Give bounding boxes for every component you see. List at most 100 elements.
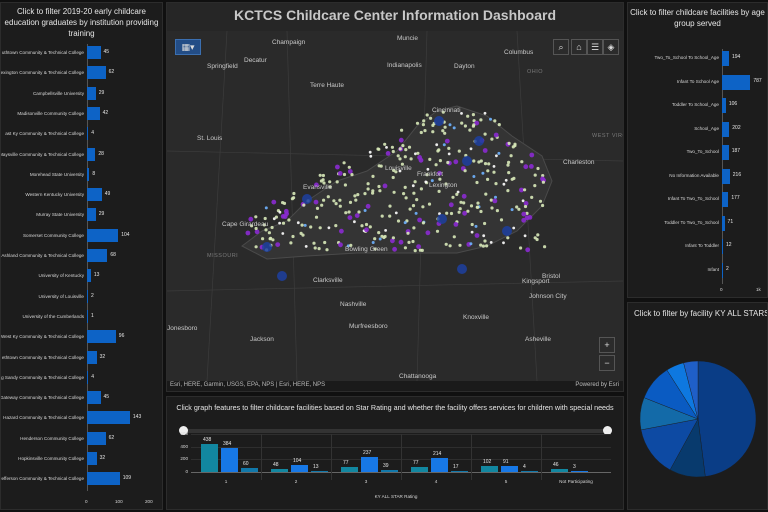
childcare-facility-point[interactable]: [339, 228, 344, 234]
childcare-facility-point[interactable]: [296, 221, 300, 225]
childcare-facility-point[interactable]: [502, 182, 506, 186]
childcare-facility-point[interactable]: [521, 199, 525, 203]
childcare-facility-point[interactable]: [347, 215, 353, 221]
childcare-facility-point[interactable]: [476, 205, 480, 209]
childcare-facility-point[interactable]: [428, 157, 432, 161]
childcare-facility-point[interactable]: [275, 242, 281, 248]
childcare-facility-point[interactable]: [463, 124, 467, 128]
institution-bar[interactable]: [87, 46, 101, 59]
range-slider-left-handle[interactable]: [179, 426, 188, 435]
childcare-facility-point[interactable]: [353, 220, 356, 224]
childcare-facility-point[interactable]: [525, 211, 529, 215]
childcare-facility-point[interactable]: [371, 191, 375, 195]
childcare-facility-point[interactable]: [438, 177, 442, 181]
childcare-facility-point[interactable]: [377, 184, 381, 189]
star-rating-bar[interactable]: [271, 468, 288, 472]
age-group-bar[interactable]: [722, 51, 729, 66]
childcare-facility-point[interactable]: [356, 193, 360, 197]
childcare-facility-point[interactable]: [371, 241, 375, 244]
childcare-facility-point[interactable]: [302, 203, 306, 207]
childcare-facility-point[interactable]: [489, 117, 492, 121]
childcare-facility-point[interactable]: [271, 199, 277, 205]
facility-cluster-point[interactable]: [302, 194, 312, 204]
childcare-facility-point[interactable]: [443, 125, 447, 129]
childcare-facility-point[interactable]: [481, 244, 485, 248]
childcare-facility-point[interactable]: [342, 161, 346, 165]
childcare-facility-point[interactable]: [328, 185, 332, 189]
childcare-facility-point[interactable]: [401, 144, 405, 148]
childcare-facility-point[interactable]: [409, 157, 413, 161]
childcare-facility-point[interactable]: [458, 243, 462, 247]
childcare-facility-point[interactable]: [506, 189, 510, 193]
star-rating-bar[interactable]: [291, 465, 308, 472]
childcare-facility-point[interactable]: [413, 180, 417, 184]
childcare-facility-point[interactable]: [354, 198, 358, 202]
childcare-facility-point[interactable]: [425, 230, 431, 236]
childcare-facility-point[interactable]: [261, 237, 265, 241]
childcare-facility-point[interactable]: [422, 119, 426, 123]
childcare-facility-point[interactable]: [283, 208, 289, 214]
childcare-facility-point[interactable]: [425, 173, 429, 177]
childcare-facility-point[interactable]: [497, 123, 501, 127]
childcare-facility-point[interactable]: [327, 226, 331, 230]
childcare-facility-point[interactable]: [521, 211, 527, 217]
childcare-facility-point[interactable]: [497, 151, 501, 155]
age-group-bar[interactable]: [722, 98, 726, 113]
childcare-facility-point[interactable]: [380, 234, 384, 238]
childcare-facility-point[interactable]: [438, 159, 442, 163]
childcare-facility-point[interactable]: [334, 224, 338, 228]
childcare-facility-point[interactable]: [460, 112, 463, 115]
childcare-facility-point[interactable]: [506, 236, 510, 240]
childcare-facility-point[interactable]: [469, 147, 473, 151]
childcare-facility-point[interactable]: [469, 242, 473, 246]
childcare-facility-point[interactable]: [322, 198, 326, 202]
childcare-facility-point[interactable]: [314, 182, 319, 188]
childcare-facility-point[interactable]: [264, 228, 268, 232]
childcare-facility-point[interactable]: [431, 123, 435, 127]
childcare-facility-point[interactable]: [403, 246, 407, 250]
childcare-facility-point[interactable]: [318, 173, 322, 177]
childcare-facility-point[interactable]: [493, 132, 499, 138]
childcare-facility-point[interactable]: [363, 192, 367, 196]
childcare-facility-point[interactable]: [490, 137, 494, 141]
childcare-facility-point[interactable]: [254, 229, 260, 235]
institution-bar[interactable]: [87, 249, 108, 262]
childcare-facility-point[interactable]: [484, 192, 488, 196]
childcare-facility-point[interactable]: [412, 191, 416, 195]
childcare-facility-point[interactable]: [457, 210, 461, 214]
childcare-facility-point[interactable]: [289, 241, 293, 245]
age-group-bar[interactable]: [722, 239, 723, 254]
childcare-facility-point[interactable]: [471, 113, 475, 117]
childcare-facility-point[interactable]: [474, 120, 480, 126]
childcare-facility-point[interactable]: [424, 180, 428, 184]
star-rating-bar[interactable]: [551, 469, 568, 472]
childcare-facility-point[interactable]: [499, 218, 504, 222]
childcare-facility-point[interactable]: [346, 244, 350, 248]
institution-bar[interactable]: [87, 147, 96, 161]
childcare-facility-point[interactable]: [328, 180, 332, 184]
pie-slice[interactable]: [640, 418, 699, 471]
childcare-facility-point[interactable]: [404, 148, 408, 152]
institution-bar[interactable]: [87, 228, 119, 242]
star-rating-bar[interactable]: [361, 456, 378, 472]
childcare-facility-point[interactable]: [456, 190, 460, 194]
range-slider-track[interactable]: [182, 429, 612, 433]
childcare-facility-point[interactable]: [337, 171, 343, 176]
childcare-facility-point[interactable]: [483, 111, 487, 115]
childcare-facility-point[interactable]: [271, 238, 275, 242]
childcare-facility-point[interactable]: [371, 174, 375, 178]
childcare-facility-point[interactable]: [353, 194, 357, 198]
childcare-facility-point[interactable]: [414, 152, 417, 156]
childcare-facility-point[interactable]: [474, 224, 478, 228]
childcare-facility-point[interactable]: [338, 198, 342, 202]
institution-bar[interactable]: [87, 167, 90, 181]
childcare-facility-point[interactable]: [281, 221, 286, 225]
childcare-facility-point[interactable]: [268, 237, 272, 241]
childcare-facility-point[interactable]: [262, 223, 266, 227]
childcare-facility-point[interactable]: [427, 202, 432, 206]
childcare-facility-point[interactable]: [407, 240, 411, 244]
childcare-facility-point[interactable]: [458, 207, 462, 211]
childcare-facility-point[interactable]: [521, 217, 527, 223]
facility-cluster-point[interactable]: [434, 116, 444, 126]
childcare-facility-point[interactable]: [435, 143, 439, 147]
